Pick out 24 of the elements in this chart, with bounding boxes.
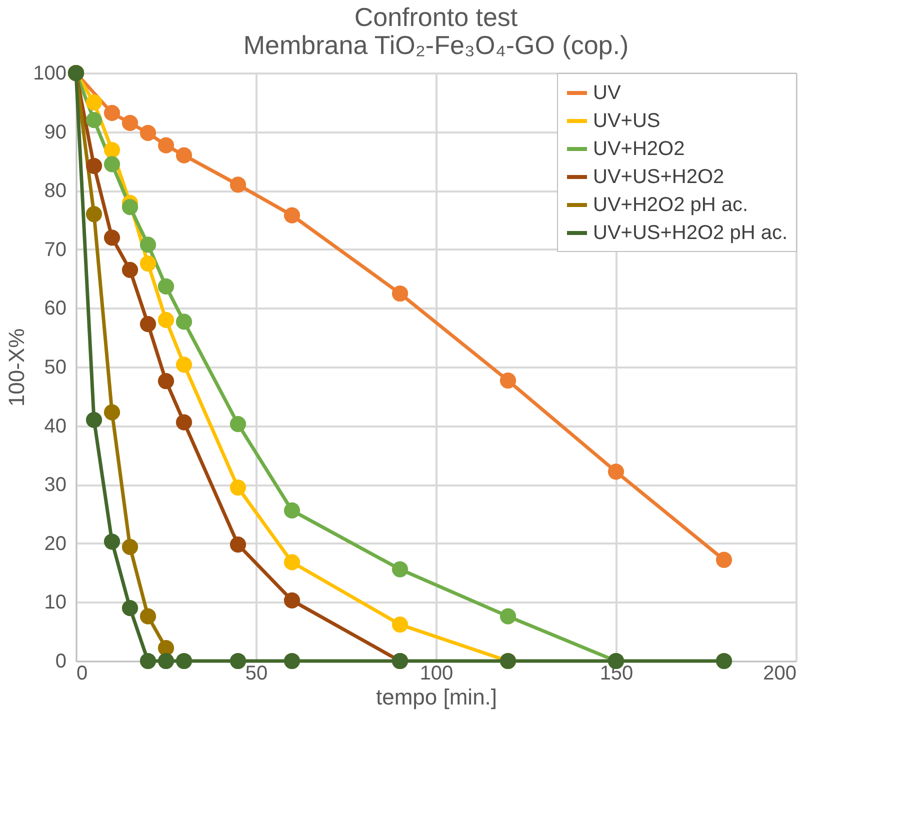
legend-label: UV+US+H2O2 <box>593 166 724 188</box>
x-tick-label: 200 <box>763 662 796 684</box>
y-tick-label: 30 <box>44 474 66 496</box>
text: Membrana TiO₂-Fe₃O₄-GO (cop.) <box>243 30 629 60</box>
legend-label: UV+H2O2 <box>593 138 685 160</box>
y-tick-label: 70 <box>44 238 66 261</box>
legend-label: UV+US+H2O2 pH ac. <box>593 222 788 244</box>
y-tick-label: 80 <box>44 180 66 202</box>
legend-label: UV+H2O2 pH ac. <box>593 194 748 216</box>
x-tick-label: 0 <box>76 662 88 684</box>
y-tick-label: 40 <box>44 415 66 438</box>
y-tick-label: 50 <box>44 356 66 378</box>
legend-label: UV+US <box>593 110 660 132</box>
y-tick-label: 10 <box>44 592 66 614</box>
x-tick-label: 50 <box>245 662 268 684</box>
y-tick-label: 90 <box>44 121 66 144</box>
x-axis-title: tempo [min.] <box>376 684 498 710</box>
y-tick-label: 60 <box>44 298 66 320</box>
text: Confronto test <box>354 2 518 32</box>
y-tick-label: 20 <box>44 532 66 555</box>
legend-label: UV <box>593 82 622 104</box>
y-tick-label: 100 <box>33 62 66 84</box>
y-axis-title: 100-X% <box>4 328 30 407</box>
x-tick-label: 100 <box>420 662 454 684</box>
